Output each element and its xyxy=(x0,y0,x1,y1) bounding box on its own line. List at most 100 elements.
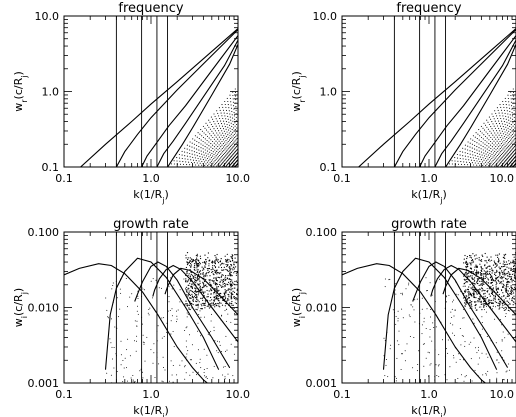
data-dot xyxy=(178,157,181,159)
data-dot xyxy=(496,152,498,154)
data-dot xyxy=(421,333,423,335)
data-dot xyxy=(215,288,217,290)
data-dot xyxy=(229,273,231,275)
data-dot xyxy=(198,152,200,154)
data-dot xyxy=(197,283,199,285)
data-dot xyxy=(514,134,516,136)
data-dot xyxy=(482,142,484,144)
data-dot xyxy=(220,279,222,281)
data-dot xyxy=(231,151,233,153)
data-dot xyxy=(223,149,225,151)
data-dot xyxy=(229,278,231,280)
data-dot xyxy=(225,290,227,292)
data-dot xyxy=(479,130,481,132)
data-dot xyxy=(211,304,213,306)
data-dot xyxy=(494,142,497,144)
data-dot xyxy=(505,288,507,290)
data-dot xyxy=(205,155,208,157)
data-dot xyxy=(220,293,222,295)
x-tick-label: 0.1 xyxy=(333,388,351,401)
data-dot xyxy=(198,146,200,148)
data-dot xyxy=(490,279,492,281)
data-dot xyxy=(508,104,510,106)
data-dot xyxy=(221,315,223,317)
data-dot xyxy=(451,317,453,318)
data-dot xyxy=(480,265,482,268)
data-dot xyxy=(489,273,492,276)
data-dot xyxy=(430,363,432,365)
y-tick-label: 10.0 xyxy=(313,10,338,23)
data-dot xyxy=(483,290,485,292)
data-dot xyxy=(186,289,188,291)
data-dot xyxy=(464,341,466,343)
data-dot xyxy=(206,157,209,160)
data-dot xyxy=(198,138,200,140)
data-dot xyxy=(482,146,484,148)
data-dot xyxy=(501,149,503,151)
data-dot xyxy=(224,376,226,378)
data-dot xyxy=(477,300,479,302)
data-dot xyxy=(204,301,207,303)
data-dot xyxy=(235,132,237,134)
data-dot xyxy=(186,353,188,355)
data-dot xyxy=(218,107,220,109)
series-line xyxy=(80,28,238,167)
data-dot xyxy=(491,138,493,140)
data-dot xyxy=(512,259,514,261)
data-dot xyxy=(490,144,492,146)
data-dot xyxy=(210,269,212,271)
data-dot xyxy=(170,320,172,322)
data-dot xyxy=(479,263,481,265)
data-dot xyxy=(135,350,137,352)
data-dot xyxy=(485,153,487,155)
data-dot xyxy=(464,376,466,378)
data-dot xyxy=(478,158,480,160)
data-dot xyxy=(502,133,504,135)
data-dot xyxy=(467,291,469,293)
data-dot xyxy=(227,100,229,103)
data-dot xyxy=(198,301,200,303)
data-dot xyxy=(223,282,226,285)
data-dot xyxy=(508,298,510,300)
data-dot xyxy=(504,274,506,276)
data-dot xyxy=(480,136,483,138)
data-dot xyxy=(490,148,492,150)
data-dot xyxy=(397,320,399,322)
data-dot xyxy=(227,148,229,150)
data-dot xyxy=(384,286,386,288)
data-dot xyxy=(220,142,222,144)
data-dot xyxy=(464,345,466,347)
data-dot xyxy=(490,132,492,134)
data-dot xyxy=(510,120,512,122)
data-dot xyxy=(475,303,477,306)
data-dot xyxy=(476,352,478,354)
data-dot xyxy=(192,156,194,158)
data-dot xyxy=(423,321,425,323)
data-dot xyxy=(213,296,215,298)
data-dot xyxy=(207,131,209,133)
data-dot xyxy=(221,262,223,264)
data-dot xyxy=(209,158,211,160)
data-dot xyxy=(225,335,227,337)
data-dot xyxy=(490,126,492,128)
data-dot xyxy=(106,372,108,374)
data-dot xyxy=(193,295,196,297)
data-dot xyxy=(476,146,478,148)
data-dot xyxy=(508,275,510,277)
data-dot xyxy=(464,279,466,281)
data-dot xyxy=(203,295,205,297)
data-dot xyxy=(216,127,218,129)
data-dot xyxy=(225,350,226,352)
data-dot xyxy=(225,264,227,266)
data-dot xyxy=(404,360,406,362)
data-dot xyxy=(473,280,475,282)
data-dot xyxy=(205,273,207,275)
data-dot xyxy=(210,283,212,285)
data-dot xyxy=(189,276,191,278)
data-dot xyxy=(467,262,469,264)
data-dot xyxy=(501,340,503,342)
data-dot xyxy=(215,136,217,138)
data-dot xyxy=(425,277,427,279)
y-tick-label: 10.0 xyxy=(35,10,60,23)
data-dot xyxy=(504,149,506,151)
